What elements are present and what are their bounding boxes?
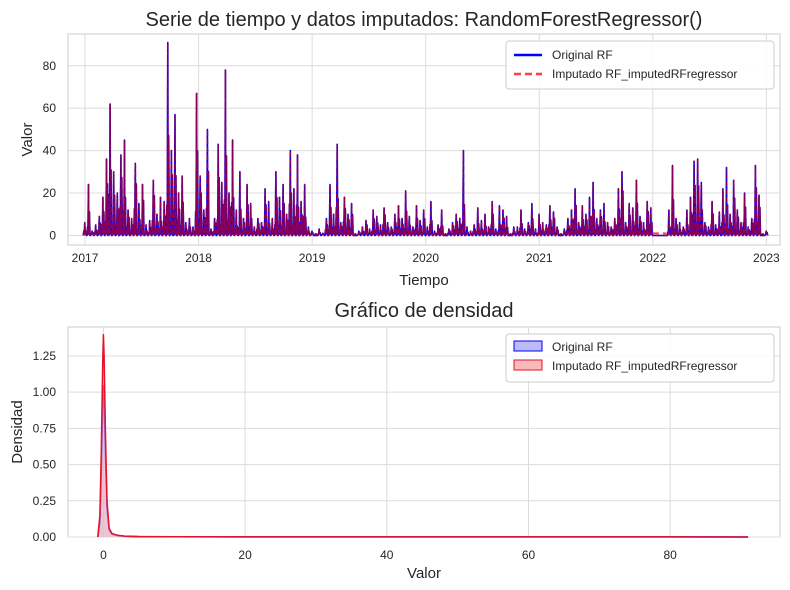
density-y-label: Densidad (9, 400, 26, 463)
y-tick-label: 0.50 (33, 458, 57, 472)
legend-label-imputed: Imputado RF_imputedRFregressor (552, 67, 737, 81)
x-tick-label: 20 (238, 548, 252, 562)
legend-label-imputed: Imputado RF_imputedRFregressor (552, 359, 737, 373)
x-tick-label: 2021 (526, 251, 553, 265)
timeseries-y-label: Valor (19, 123, 36, 157)
density-panel: 0 20 40 60 80 0.00 0.25 0.50 0.75 1.00 1.25 Gráfi… (9, 300, 780, 582)
legend-patch-imputed (514, 360, 542, 370)
timeseries-legend: Original RF Imputado RF_imputedRFregress… (506, 41, 774, 89)
y-tick-label: 80 (43, 59, 57, 73)
legend-label-original: Original RF (552, 48, 613, 62)
density-legend: Original RF Imputado RF_imputedRFregress… (506, 334, 774, 382)
timeseries-x-ticks: 2017 2018 2019 2020 2021 2022 2023 (72, 251, 780, 265)
y-tick-label: 0.75 (33, 421, 57, 435)
legend-patch-original (514, 341, 542, 351)
x-tick-label: 2018 (185, 251, 212, 265)
y-tick-label: 20 (43, 186, 57, 200)
x-tick-label: 0 (100, 548, 107, 562)
timeseries-x-label: Tiempo (399, 272, 448, 289)
y-tick-label: 0 (49, 228, 56, 242)
x-tick-label: 60 (522, 548, 536, 562)
timeseries-legend-box (506, 41, 774, 89)
x-tick-label: 40 (380, 548, 394, 562)
x-tick-label: 2017 (72, 251, 99, 265)
y-tick-label: 40 (43, 144, 57, 158)
legend-label-original: Original RF (552, 340, 613, 354)
density-x-label: Valor (407, 565, 441, 582)
x-tick-label: 80 (664, 548, 678, 562)
y-tick-label: 0.00 (33, 530, 57, 544)
density-y-ticks: 0.00 0.25 0.50 0.75 1.00 1.25 (33, 349, 57, 544)
density-legend-box (506, 334, 774, 382)
density-x-ticks: 0 20 40 60 80 (100, 548, 677, 562)
x-tick-label: 2020 (412, 251, 439, 265)
y-tick-label: 1.00 (33, 385, 57, 399)
y-tick-label: 1.25 (33, 349, 57, 363)
x-tick-label: 2022 (639, 251, 666, 265)
timeseries-y-ticks: 0 20 40 60 80 (43, 59, 57, 243)
timeseries-panel: 2017 2018 2019 2020 2021 2022 2023 0 20 40 60 80 S… (19, 9, 780, 289)
x-tick-label: 2023 (753, 251, 780, 265)
y-tick-label: 0.25 (33, 494, 57, 508)
density-title: Gráfico de densidad (334, 300, 513, 322)
x-tick-label: 2019 (299, 251, 326, 265)
y-tick-label: 60 (43, 101, 57, 115)
timeseries-title: Serie de tiempo y datos imputados: Rando… (146, 9, 703, 31)
